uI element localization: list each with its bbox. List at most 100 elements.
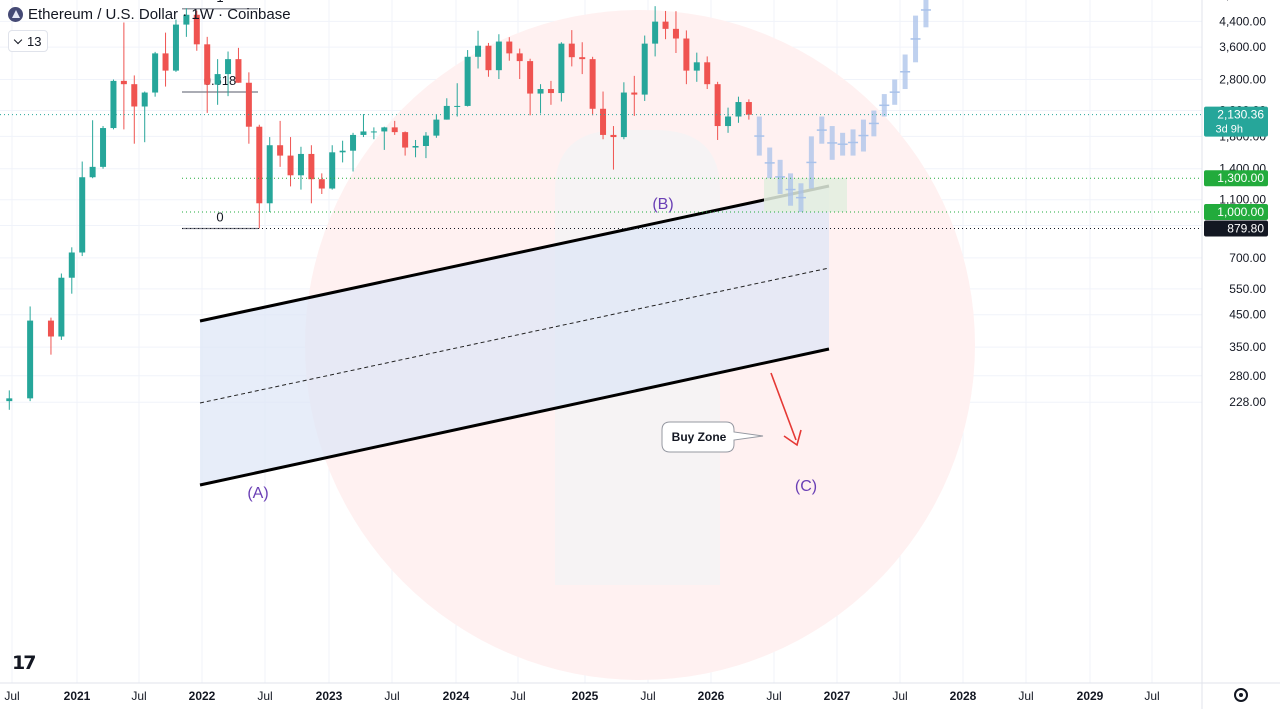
candle-body <box>297 153 304 176</box>
channel-upper-line <box>199 184 830 323</box>
ethereum-logo-icon <box>8 7 23 22</box>
candle-body <box>610 134 617 138</box>
candle-body <box>516 53 523 62</box>
candle-body <box>287 155 294 176</box>
symbol-header[interactable]: Ethereum / U.S. Dollar · 1W · Coinbase <box>8 6 291 23</box>
y-tick-label: 3,600.00 <box>1219 40 1266 54</box>
x-tick-label: Jul <box>640 689 655 703</box>
candle-body <box>620 92 627 138</box>
candle-body <box>245 82 252 127</box>
y-tick-label: 550.00 <box>1229 282 1266 296</box>
tradingview-logo-icon[interactable]: 17 <box>12 652 36 674</box>
candle-body <box>47 320 54 337</box>
y-tick-label: 4,400.00 <box>1219 14 1266 28</box>
candle-body <box>225 59 232 75</box>
candle-body <box>266 145 273 204</box>
candle-body <box>495 41 502 71</box>
y-tick-label: 350.00 <box>1229 340 1266 354</box>
x-tick-label: Jul <box>892 689 907 703</box>
buy-zone-callout <box>661 421 764 453</box>
price-badge <box>1204 203 1268 220</box>
y-tick-label: 228.00 <box>1229 395 1266 409</box>
candle-body <box>131 84 138 107</box>
candle-body <box>141 92 148 107</box>
candle-body <box>558 43 565 94</box>
x-tick-label: 2026 <box>698 689 725 703</box>
candle-body <box>475 45 482 57</box>
horizontal-lines <box>0 114 1202 229</box>
candle-body <box>433 119 440 136</box>
x-tick-label: 2028 <box>950 689 977 703</box>
candle-body <box>652 21 659 44</box>
wave-label: (C) <box>795 478 817 495</box>
candle-body <box>745 102 752 115</box>
candle-body <box>339 150 346 153</box>
y-tick-label: 280.00 <box>1229 369 1266 383</box>
annotations[interactable]: (A) (B) (C) Buy Zone <box>247 196 817 502</box>
candle-body <box>329 152 336 189</box>
candles <box>6 6 752 410</box>
wave-label: (A) <box>247 485 268 502</box>
candle-body <box>172 24 179 71</box>
fib-level-label: 0 <box>216 209 223 224</box>
candle-body <box>683 38 690 71</box>
x-tick-label: Jul <box>384 689 399 703</box>
candle-body <box>27 320 34 399</box>
candle-body <box>58 277 65 337</box>
candle-body <box>183 14 190 25</box>
candle-body <box>204 44 211 85</box>
x-tick-label: Jul <box>1018 689 1033 703</box>
price-badge <box>1204 170 1268 187</box>
candle-body <box>443 105 450 120</box>
candle-body <box>381 127 388 132</box>
price-badge <box>1204 220 1268 237</box>
buy-zone-label: Buy Zone <box>672 430 727 444</box>
candle-body <box>547 89 554 94</box>
price-badge-label: 1,300.00 <box>1217 171 1264 185</box>
current-price-label: 2,130.36 <box>1217 108 1264 122</box>
x-tick-label: Jul <box>4 689 19 703</box>
candle-body <box>214 74 221 85</box>
candle-body <box>454 105 461 107</box>
candle-body <box>714 84 721 127</box>
indicators-toggle[interactable]: 13 <box>8 30 49 52</box>
candle-body <box>6 398 13 402</box>
channel-mid-line <box>199 267 830 404</box>
y-tick-label: 1,100.00 <box>1219 193 1266 207</box>
x-tick-label: Jul <box>131 689 146 703</box>
candle-body <box>464 56 471 106</box>
parallel-channel[interactable] <box>199 184 830 487</box>
candle-body <box>152 53 159 93</box>
candle-body <box>370 131 377 133</box>
candle-body <box>662 21 669 29</box>
projection-bar <box>923 0 929 28</box>
channel-lower-line <box>199 347 830 487</box>
chevron-down-icon <box>13 35 23 44</box>
candle-body <box>693 62 700 71</box>
candle-body <box>68 252 75 278</box>
y-tick-label: 2,800.00 <box>1219 72 1266 86</box>
x-tick-label: Jul <box>1144 689 1159 703</box>
candle-body <box>485 45 492 71</box>
buy-zone[interactable] <box>764 178 847 212</box>
candle-body <box>600 108 607 135</box>
x-tick-label: 2023 <box>316 689 343 703</box>
y-tick-label: 700.00 <box>1229 251 1266 265</box>
settings-gear-icon[interactable] <box>1234 688 1248 702</box>
bar-countdown-label: 3d 9h <box>1215 124 1243 136</box>
candle-body <box>402 132 409 148</box>
candle-body <box>568 43 575 58</box>
y-tick-label: 450.00 <box>1229 308 1266 322</box>
x-tick-label: Jul <box>257 689 272 703</box>
x-tick-label: Jul <box>510 689 525 703</box>
symbol-title[interactable]: Ethereum / U.S. Dollar · 1W · Coinbase <box>28 6 291 23</box>
projection-bars <box>754 0 931 212</box>
candle-body <box>579 57 586 60</box>
candle-body <box>100 128 107 167</box>
candle-body <box>350 134 357 151</box>
candle-body <box>527 61 534 94</box>
candle-body <box>308 153 315 180</box>
candle-body <box>537 89 544 94</box>
